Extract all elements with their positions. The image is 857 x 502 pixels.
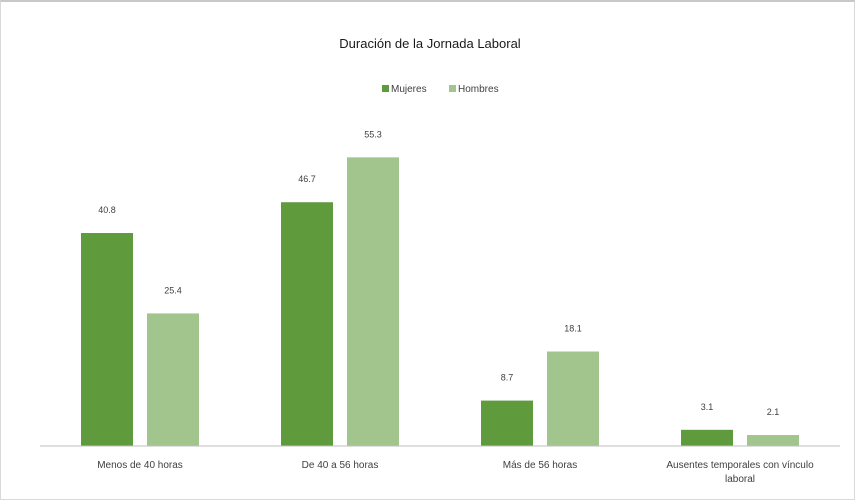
legend: Mujeres Hombres — [382, 84, 499, 95]
data-label-hombres-1: 25.4 — [164, 285, 182, 295]
data-label-mujeres-2: 46.7 — [298, 174, 316, 184]
bars-layer: 40.8 46.7 8.7 3.1 25.4 55.3 18.1 2.1 — [81, 129, 799, 447]
x-tick-label-3: Más de 56 horas — [503, 460, 578, 471]
x-tick-label-2: De 40 a 56 horas — [302, 460, 379, 471]
bar-mujeres-2 — [281, 202, 333, 446]
bar-hombres-2 — [347, 157, 399, 447]
bar-mujeres-4 — [681, 429, 733, 446]
legend-label-mujeres: Mujeres — [391, 84, 427, 95]
data-label-hombres-4: 2.1 — [767, 407, 780, 417]
bar-hombres-4 — [747, 435, 799, 446]
data-label-hombres-2: 55.3 — [364, 129, 382, 139]
bar-mujeres-1 — [81, 233, 133, 446]
data-label-hombres-3: 18.1 — [564, 324, 582, 334]
chart-title: Duración de la Jornada Laboral — [339, 36, 521, 51]
x-tick-label-1: Menos de 40 horas — [97, 460, 183, 471]
x-tick-labels: Menos de 40 horas De 40 a 56 horas Más de … — [97, 460, 814, 485]
data-label-mujeres-3: 8.7 — [501, 373, 514, 383]
data-label-mujeres-4: 3.1 — [701, 402, 714, 412]
bar-hombres-1 — [147, 313, 199, 446]
legend-swatch-hombres — [449, 85, 456, 92]
legend-label-hombres: Hombres — [458, 84, 499, 95]
x-tick-label-4: Ausentes temporales con vínculo laboral — [666, 460, 814, 485]
legend-swatch-mujeres — [382, 85, 389, 92]
bar-hombres-3 — [547, 351, 599, 446]
bar-mujeres-3 — [481, 400, 533, 446]
data-label-mujeres-1: 40.8 — [98, 205, 116, 215]
